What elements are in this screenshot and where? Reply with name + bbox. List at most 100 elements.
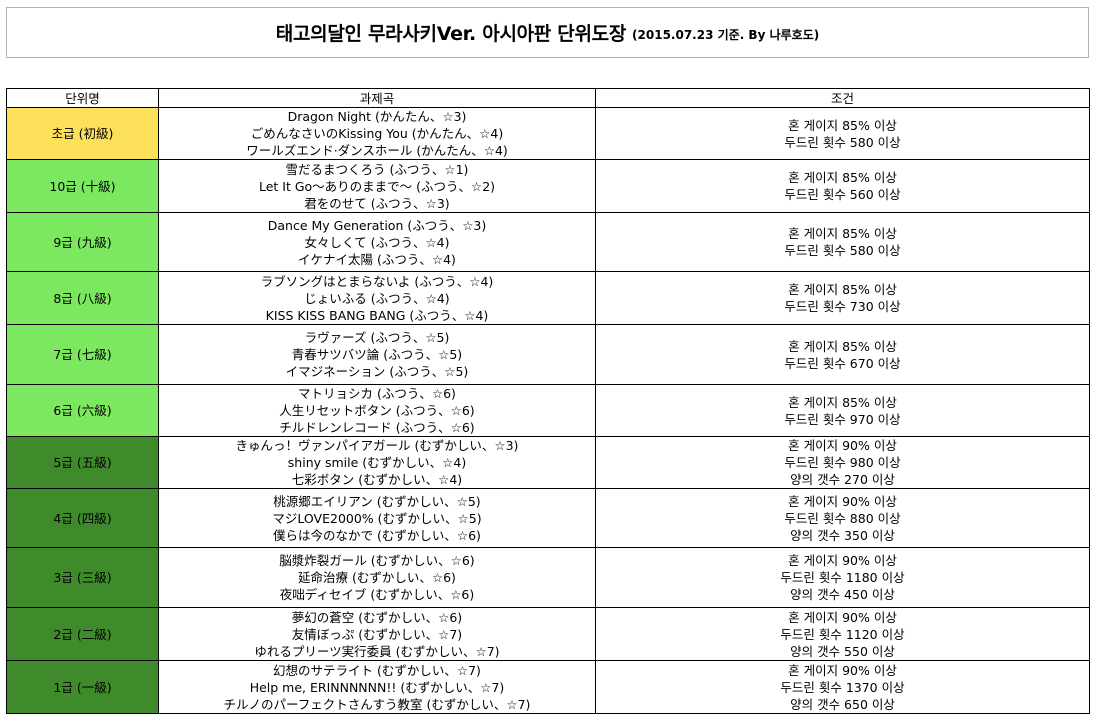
table-row: 8급 (八級) ラブソングはとまらないよ (ふつう、☆4) じょいふる (ふつう、☆…	[6, 271, 1090, 325]
condition-entry: 두드린 횟수 560 이상	[784, 187, 901, 202]
page-title: 태고의달인 무라사키Ver. 아시아판 단위도장	[275, 23, 627, 45]
header-songs: 과제곡	[158, 88, 596, 108]
songs-cell: 雪だるまつくろう (ふつう、☆1) Let It Go～ありのままで～ (ふつう、…	[158, 159, 596, 213]
songs-cell: マトリョシカ (ふつう、☆6) 人生リセットボタン (ふつう、☆6) チルドレンレコ…	[158, 384, 596, 437]
condition-entry: 두드린 횟수 1120 이상	[780, 626, 905, 642]
header-rank: 단위명	[6, 88, 159, 108]
condition-entry: 혼 게이지 90% 이상	[788, 438, 897, 453]
song-entry: 七彩ボタン (むずかしい、☆4)	[291, 472, 463, 487]
song-entry: 脳漿炸裂ガール (むずかしい、☆6)	[279, 553, 475, 568]
condition-entry: 양의 갯수 350 이상	[790, 527, 895, 543]
conditions-cell: 혼 게이지 90% 이상 두드린 횟수 1180 이상 양의 갯수 450 이상	[595, 547, 1090, 608]
rank-cell: 초급 (初級)	[6, 107, 159, 160]
songs-cell: 桃源郷エイリアン (むずかしい、☆5) マジLOVE2000% (むずかしい、☆5…	[158, 488, 596, 548]
song-entry: ラブソングはとまらないよ (ふつう、☆4)	[260, 273, 494, 289]
song-entry: イマジネーション (ふつう、☆5)	[285, 364, 469, 379]
condition-entry: 양의 갯수 550 이상	[790, 643, 895, 659]
conditions-cell: 혼 게이지 90% 이상 두드린 횟수 1370 이상 양의 갯수 650 이상	[595, 660, 1090, 714]
song-entry: shiny smile (むずかしい、☆4)	[287, 455, 467, 470]
condition-entry: 두드린 횟수 1180 이상	[780, 570, 905, 585]
conditions-cell: 혼 게이지 85% 이상 두드린 횟수 670 이상	[595, 324, 1090, 385]
table-row: 2급 (二級) 夢幻の蒼空 (むずかしい、☆6) 友情ぼっぷ (むずかしい、☆7) ゆ…	[6, 607, 1090, 661]
songs-cell: きゅんっ！ヴァンパイアガール (むずかしい、☆3) shiny smile (むず…	[158, 436, 596, 489]
rank-cell: 7급 (七級)	[6, 324, 159, 385]
song-entry: イケナイ太陽 (ふつう、☆4)	[298, 251, 456, 267]
song-entry: 桃源郷エイリアン (むずかしい、☆5)	[273, 493, 481, 509]
song-entry: 延命治療 (むずかしい、☆6)	[298, 570, 456, 585]
song-entry: KISS KISS BANG BANG (ふつう、☆4)	[265, 307, 489, 323]
title-banner: 태고의달인 무라사키Ver. 아시아판 단위도장 (2015.07.23 기준.…	[6, 7, 1089, 58]
table-header-row: 단위명 과제곡 조건	[6, 88, 1090, 108]
song-entry: Dragon Night (かんたん、☆3)	[287, 109, 467, 124]
rank-cell: 6급 (六級)	[6, 384, 159, 437]
songs-cell: Dance My Generation (ふつう、☆3) 女々しくて (ふつう、☆…	[158, 212, 596, 272]
table-body: 초급 (初級) Dragon Night (かんたん、☆3) ごめんなさいのKiss…	[6, 107, 1090, 714]
rank-cell: 8급 (八級)	[6, 271, 159, 325]
condition-entry: 양의 갯수 650 이상	[790, 696, 895, 712]
song-entry: 雪だるまつくろう (ふつう、☆1)	[285, 161, 469, 177]
song-entry: Help me, ERINNNNNN!! (むずかしい、☆7)	[249, 679, 505, 695]
rank-cell: 4급 (四級)	[6, 488, 159, 548]
rank-cell: 5급 (五級)	[6, 436, 159, 489]
songs-cell: ラブソングはとまらないよ (ふつう、☆4) じょいふる (ふつう、☆4) KISS …	[158, 271, 596, 325]
condition-entry: 두드린 횟수 730 이상	[784, 299, 901, 314]
song-entry: ラヴァーズ (ふつう、☆5)	[304, 330, 450, 345]
condition-entry: 두드린 횟수 670 이상	[784, 355, 901, 371]
conditions-cell: 혼 게이지 85% 이상 두드린 횟수 970 이상	[595, 384, 1090, 437]
song-entry: マジLOVE2000% (むずかしい、☆5)	[272, 510, 482, 526]
songs-cell: 脳漿炸裂ガール (むずかしい、☆6) 延命治療 (むずかしい、☆6) 夜咄ディセイブ…	[158, 547, 596, 608]
conditions-cell: 혼 게이지 90% 이상 두드린 횟수 880 이상 양의 갯수 350 이상	[595, 488, 1090, 548]
songs-cell: 幻想のサテライト (むずかしい、☆7) Help me, ERINNNNNN!! …	[158, 660, 596, 714]
page-subtitle: (2015.07.23 기준. By 나루호도)	[632, 28, 820, 42]
songs-cell: Dragon Night (かんたん、☆3) ごめんなさいのKissing You…	[158, 107, 596, 160]
song-entry: 人生リセットボタン (ふつう、☆6)	[279, 403, 475, 418]
condition-entry: 두드린 횟수 880 이상	[784, 510, 901, 526]
dan-table: 단위명 과제곡 조건 초급 (初級) Dragon Night (かんたん、☆3)…	[6, 88, 1090, 714]
table-row: 10급 (十級) 雪だるまつくろう (ふつう、☆1) Let It Go～ありのまま…	[6, 159, 1090, 213]
song-entry: 僕らは今のなかで (むずかしい、☆6)	[273, 527, 481, 543]
condition-entry: 양의 갯수 270 이상	[790, 472, 895, 487]
table-row: 4급 (四級) 桃源郷エイリアン (むずかしい、☆5) マジLOVE2000% (む…	[6, 488, 1090, 548]
condition-entry: 혼 게이지 90% 이상	[788, 493, 897, 509]
song-entry: 君をのせて (ふつう、☆3)	[304, 195, 450, 211]
songs-cell: ラヴァーズ (ふつう、☆5) 青春サツバツ論 (ふつう、☆5) イマジネーション (…	[158, 324, 596, 385]
condition-entry: 두드린 횟수 580 이상	[784, 243, 901, 258]
conditions-cell: 혼 게이지 90% 이상 두드린 횟수 1120 이상 양의 갯수 550 이상	[595, 607, 1090, 661]
song-entry: Let It Go～ありのままで～ (ふつう、☆2)	[258, 178, 496, 194]
rank-cell: 9급 (九級)	[6, 212, 159, 272]
rank-cell: 3급 (三級)	[6, 547, 159, 608]
condition-entry: 혼 게이지 85% 이상	[788, 117, 897, 133]
condition-entry: 두드린 횟수 970 이상	[784, 411, 901, 427]
song-entry: ごめんなさいのKissing You (かんたん、☆4)	[250, 126, 504, 141]
table-row: 1급 (一級) 幻想のサテライト (むずかしい、☆7) Help me, ERINN…	[6, 660, 1090, 714]
condition-entry: 두드린 횟수 580 이상	[784, 134, 901, 150]
table-row: 7급 (七級) ラヴァーズ (ふつう、☆5) 青春サツバツ論 (ふつう、☆5) イマジ…	[6, 324, 1090, 385]
song-entry: きゅんっ！ヴァンパイアガール (むずかしい、☆3)	[235, 438, 519, 453]
song-entry: じょいふる (ふつう、☆4)	[304, 290, 450, 306]
condition-entry: 두드린 횟수 1370 이상	[780, 679, 905, 695]
rank-cell: 10급 (十級)	[6, 159, 159, 213]
song-entry: ワールズエンド·ダンスホール (かんたん、☆4)	[246, 143, 508, 158]
song-entry: Dance My Generation (ふつう、☆3)	[267, 217, 487, 233]
song-entry: 夢幻の蒼空 (むずかしい、☆6)	[291, 609, 463, 625]
condition-entry: 혼 게이지 85% 이상	[788, 282, 897, 297]
conditions-cell: 혼 게이지 85% 이상 두드린 횟수 560 이상	[595, 159, 1090, 213]
song-entry: チルドレンレコード (ふつう、☆6)	[279, 420, 475, 435]
condition-entry: 혼 게이지 90% 이상	[788, 662, 897, 678]
rank-cell: 2급 (二級)	[6, 607, 159, 661]
condition-entry: 혼 게이지 90% 이상	[788, 609, 897, 625]
table-row: 9급 (九級) Dance My Generation (ふつう、☆3) 女々しくて…	[6, 212, 1090, 272]
song-entry: ゆれるプリーツ実行委員 (むずかしい、☆7)	[254, 643, 500, 659]
condition-entry: 혼 게이지 85% 이상	[788, 394, 897, 410]
condition-entry: 혼 게이지 90% 이상	[788, 553, 897, 568]
song-entry: 夜咄ディセイブ (むずかしい、☆6)	[279, 587, 475, 602]
rank-cell: 1급 (一級)	[6, 660, 159, 714]
song-entry: チルノのパーフェクトさんすう教室 (むずかしい、☆7)	[223, 696, 531, 712]
song-entry: 女々しくて (ふつう、☆4)	[304, 234, 450, 250]
condition-entry: 두드린 횟수 980 이상	[784, 455, 901, 470]
song-entry: 幻想のサテライト (むずかしい、☆7)	[273, 662, 481, 678]
conditions-cell: 혼 게이지 85% 이상 두드린 횟수 580 이상	[595, 107, 1090, 160]
song-entry: 青春サツバツ論 (ふつう、☆5)	[291, 347, 463, 362]
